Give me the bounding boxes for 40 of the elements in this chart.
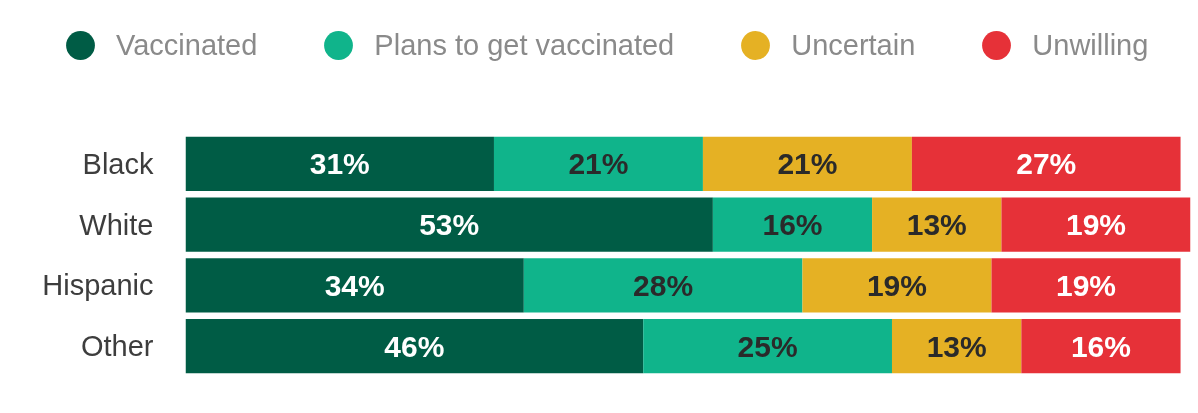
data-label: 19%	[1065, 208, 1126, 242]
y-tick-label: Other	[80, 330, 154, 363]
bar	[872, 197, 1002, 252]
data-label: 28%	[633, 268, 694, 302]
y-tick-label: Black	[82, 147, 154, 180]
bar	[802, 258, 992, 313]
bar	[493, 136, 703, 191]
legend-label: Unwilling	[1032, 27, 1149, 63]
bar	[185, 319, 644, 374]
bar	[185, 258, 524, 313]
data-label: 34%	[324, 268, 385, 302]
data-label: 16%	[762, 208, 823, 242]
bar	[643, 319, 892, 374]
legend-label: Plans to get vaccinated	[374, 27, 675, 63]
data-label: 21%	[777, 147, 838, 181]
data-label: 13%	[926, 329, 987, 363]
bar	[185, 197, 713, 252]
y-tick-label: White	[79, 208, 154, 241]
data-label: 16%	[1070, 329, 1131, 363]
bar	[891, 319, 1022, 374]
legend-label: Vaccinated	[116, 27, 258, 63]
data-label: 21%	[568, 147, 629, 181]
data-label: 13%	[906, 208, 967, 242]
bar	[523, 258, 803, 313]
bar	[702, 136, 912, 191]
y-tick-label: Hispanic	[42, 269, 154, 302]
data-label: 25%	[737, 329, 798, 363]
bar	[1001, 197, 1191, 252]
bar	[185, 136, 494, 191]
bar	[1021, 319, 1181, 374]
data-label: 19%	[1056, 268, 1117, 302]
bar	[991, 258, 1181, 313]
legend-label: Uncertain	[791, 27, 916, 63]
data-label: 27%	[1016, 147, 1077, 181]
data-label: 31%	[309, 147, 370, 181]
bar	[911, 136, 1181, 191]
bar	[712, 197, 873, 252]
data-label: 19%	[866, 268, 927, 302]
data-label: 46%	[384, 329, 445, 363]
data-label: 53%	[419, 208, 480, 242]
